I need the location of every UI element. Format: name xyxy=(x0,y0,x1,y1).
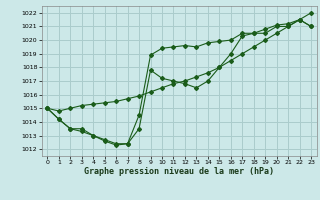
X-axis label: Graphe pression niveau de la mer (hPa): Graphe pression niveau de la mer (hPa) xyxy=(84,167,274,176)
